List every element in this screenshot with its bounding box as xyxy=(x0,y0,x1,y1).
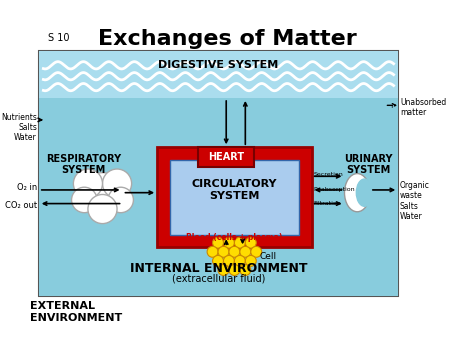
Circle shape xyxy=(229,265,240,275)
Circle shape xyxy=(218,246,229,257)
Text: (extracellular fluid): (extracellular fluid) xyxy=(172,274,265,284)
Text: Blood (cells + plasma): Blood (cells + plasma) xyxy=(186,233,283,242)
Text: O₂ in: O₂ in xyxy=(17,183,37,192)
Text: Organic
waste
Salts
Water: Organic waste Salts Water xyxy=(400,181,430,221)
Circle shape xyxy=(234,256,245,266)
Text: DIGESTIVE SYSTEM: DIGESTIVE SYSTEM xyxy=(158,60,279,70)
Text: Unabsorbed
matter: Unabsorbed matter xyxy=(400,98,446,117)
FancyBboxPatch shape xyxy=(39,98,398,296)
Text: CO₂ out: CO₂ out xyxy=(5,201,37,210)
Text: Filtration: Filtration xyxy=(314,201,341,206)
Circle shape xyxy=(108,187,133,213)
Circle shape xyxy=(240,246,251,257)
Circle shape xyxy=(73,169,103,198)
Text: Cell: Cell xyxy=(260,252,277,261)
Circle shape xyxy=(245,237,256,248)
Circle shape xyxy=(245,256,256,266)
Text: Exchanges of Matter: Exchanges of Matter xyxy=(98,29,356,49)
Circle shape xyxy=(224,256,234,266)
FancyBboxPatch shape xyxy=(39,51,398,296)
Circle shape xyxy=(234,237,245,248)
Circle shape xyxy=(224,237,234,248)
Circle shape xyxy=(72,187,97,213)
FancyBboxPatch shape xyxy=(170,160,299,235)
Ellipse shape xyxy=(345,174,370,212)
Circle shape xyxy=(212,237,224,248)
Text: INTERNAL ENVIRONMENT: INTERNAL ENVIRONMENT xyxy=(130,262,307,275)
Text: Reabsorption: Reabsorption xyxy=(314,188,355,192)
Text: CIRCULATORY
SYSTEM: CIRCULATORY SYSTEM xyxy=(192,179,277,201)
Text: EXTERNAL
ENVIRONMENT: EXTERNAL ENVIRONMENT xyxy=(30,301,122,322)
Text: S 10: S 10 xyxy=(48,32,69,43)
Text: Nutrients
Salts
Water: Nutrients Salts Water xyxy=(1,113,37,142)
FancyBboxPatch shape xyxy=(198,147,254,167)
Circle shape xyxy=(212,256,224,266)
Circle shape xyxy=(229,246,240,257)
FancyBboxPatch shape xyxy=(157,147,312,247)
Circle shape xyxy=(103,169,131,198)
Ellipse shape xyxy=(356,179,373,206)
FancyBboxPatch shape xyxy=(39,51,398,98)
Circle shape xyxy=(218,265,229,275)
Circle shape xyxy=(82,173,122,213)
Text: URINARY
SYSTEM: URINARY SYSTEM xyxy=(344,153,392,175)
Circle shape xyxy=(240,265,251,275)
Text: Secretion: Secretion xyxy=(314,172,343,177)
Circle shape xyxy=(207,246,218,257)
Text: RESPIRATORY
SYSTEM: RESPIRATORY SYSTEM xyxy=(46,153,121,175)
Text: HEART: HEART xyxy=(208,152,244,162)
FancyBboxPatch shape xyxy=(22,13,432,320)
Circle shape xyxy=(251,246,262,257)
Circle shape xyxy=(88,194,117,224)
